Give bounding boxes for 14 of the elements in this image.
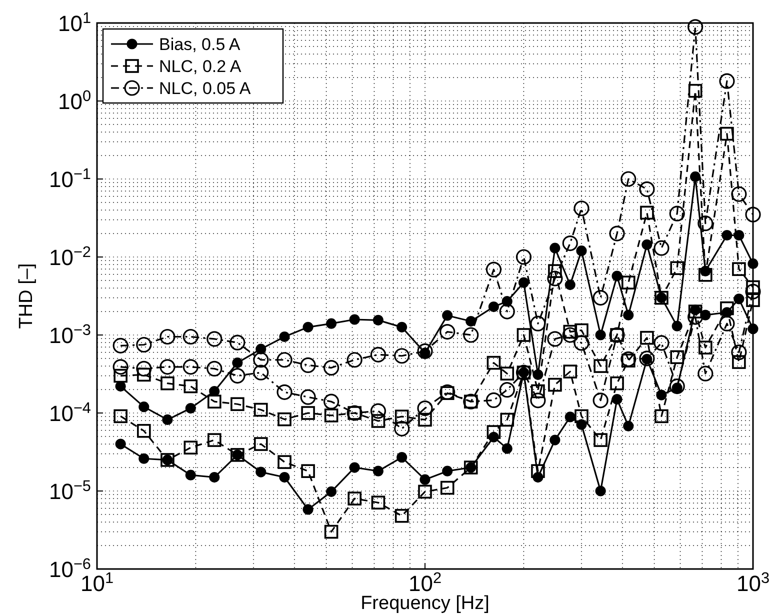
y-tick-label: 10$^{−4}$ bbox=[48, 400, 92, 426]
y-tick-label: 10$^{−3}$ bbox=[48, 322, 91, 348]
y-tick-label: 10$^{1}$ bbox=[58, 10, 91, 36]
x-tick-label: 10$^{2}$ bbox=[408, 570, 442, 596]
y-tick-label: 10$^{−5}$ bbox=[48, 478, 91, 504]
legend-label: NLC, 0.05 A bbox=[159, 79, 252, 98]
y-tick-label: 10$^{−1}$ bbox=[48, 166, 91, 192]
legend-label: NLC, 0.2 A bbox=[159, 57, 242, 76]
x-tick-label: 10$^{3}$ bbox=[736, 570, 770, 596]
y-tick-label: 10$^{−2}$ bbox=[48, 244, 91, 270]
x-axis-title: Frequency [Hz] bbox=[360, 593, 490, 614]
y-tick-label: 10$^{0}$ bbox=[58, 88, 91, 114]
y-axis-title: THD [–] bbox=[16, 263, 37, 329]
legend-label: Bias, 0.5 A bbox=[159, 35, 241, 54]
